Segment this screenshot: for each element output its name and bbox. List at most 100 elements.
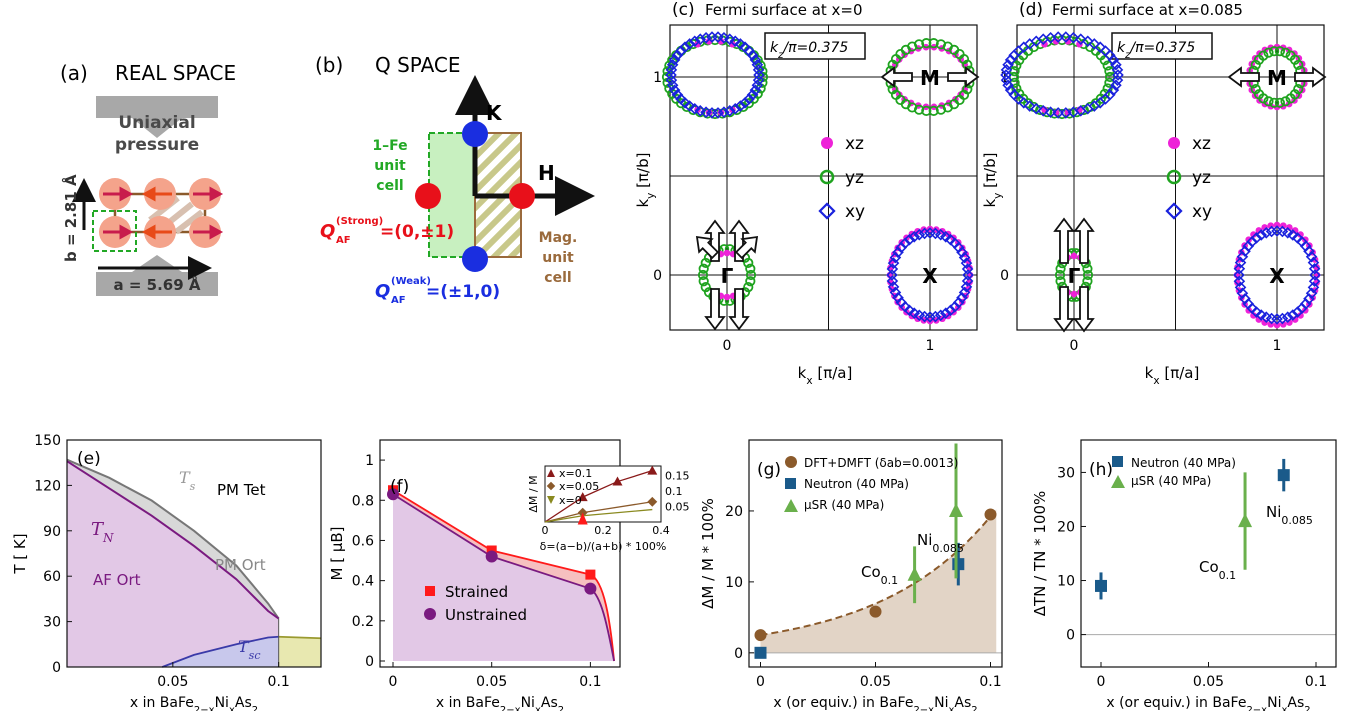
y-tick-label: 90 [43,524,61,540]
fs-point-xy [1246,235,1258,248]
fs-point-xy [1104,49,1116,62]
fs-point-yz [1274,46,1285,57]
panel-label: (c) [672,0,695,20]
fs-point-xy [1067,106,1080,119]
strain-arrow [728,288,750,331]
inset-x-tick-label: 0 [542,524,549,537]
fs-point-xy [723,33,736,45]
panel-f: 0 0.05 0.1 0 0.2 0.4 0.6 0.8 1 (f) x in BaFe2−xNix… [328,439,690,711]
fs-point-yz [755,60,766,71]
fs-point-yz [928,38,939,49]
fs-point-xy [958,286,971,299]
q-strong-label: Q AF (Strong) =(0,±1) [320,216,454,246]
y-axis-label: ΔTN / TN * 100% [1031,491,1049,617]
y-axis-label: ΔM / M * 100% [699,498,717,609]
dmft-curve [760,508,998,637]
fs-point-xy [895,241,908,254]
fs-point-xy [671,49,684,62]
legend-marker-unstrained [424,608,436,620]
fs-point-xy [694,105,707,117]
fs-point-yz [1008,71,1020,83]
point-x-label: X [1269,264,1285,288]
fs-point-xy [679,96,691,109]
y-tick-label: 0 [734,646,743,662]
fs-point-xy [671,88,684,101]
panel-b: (b) Q SPACE K H 1–Fe unit cell Mag. unit… [315,53,595,306]
dmft-point [754,629,767,642]
fs-point-yz [1269,97,1280,108]
fs-point-xy [956,291,968,304]
kz-box [1111,32,1213,60]
panel-a: (a) REAL SPACE Uniaxial pressure [60,61,236,296]
y-axis-label: M [ μB] [328,526,346,580]
legend-marker-dmft [785,456,797,468]
fs-point-yz [1293,59,1304,71]
kz-box [764,32,866,60]
tsc-line-od [278,635,322,640]
fs-point-xy [739,41,751,54]
legend-label: Strained [445,583,508,601]
pressure-arrow-bottom [96,255,218,296]
y-tick-label: 0.6 [352,533,374,549]
q-superscript: (Strong) [336,216,383,227]
fs-point-xy [751,79,764,92]
panel-title: Fermi surface at x=0.085 [1052,1,1243,19]
fs-point-xy [892,291,904,304]
panel-label: (d) [1019,0,1043,20]
fe-cell-text: cell [376,178,403,194]
fs-point-xy [1052,107,1064,119]
x-axis-label: x (or equiv.) in BaFe2−xNixAs2 [773,695,977,711]
fs-point-xy [944,304,957,317]
strain-arrow [728,219,750,262]
fs-point-yz [1263,47,1274,58]
y-tick-label: 0 [653,268,662,284]
q-weak-label: Q AF (Weak) =(±1,0) [375,276,500,306]
inset-point [577,492,588,502]
strain-arrow [1073,286,1095,333]
fs-point-xy [889,251,902,264]
strain-arrow [734,235,759,260]
legend-label: μSR (40 MPa) [804,498,884,512]
fs-point-xy [939,307,952,320]
a-axis-label: a = 5.69 Å [114,275,201,294]
fs-point-xy [899,237,911,250]
panel-e: 0.05 0.1 0 30 60 90 120 150 (e) x in BaFe2−xNixAs… [11,433,322,711]
fs-point-xz [1250,312,1257,319]
pressure-arrow-top [96,96,218,138]
fs-point-xy [908,307,921,320]
y-axis-label: ky [π/b] [634,153,657,208]
fs-point-xy [1308,262,1321,275]
fs-point-xy [712,107,724,119]
strain-arrow [704,288,726,331]
fs-point-xy [1110,79,1122,92]
q-strong-value: =(0,±1) [380,222,454,242]
x-tick-label: 0.05 [860,674,891,690]
fs-point-xy [743,45,755,57]
x-axis-label: x in BaFe2−xNixAs2 [130,695,258,711]
fs-point-xy [734,38,747,50]
fe-cell-label: 1–Fe unit cell [372,138,407,194]
fs-point-yz [1274,97,1285,108]
point-x-label: X [922,264,938,288]
legend-marker-neutron [785,478,796,489]
fs-point-yz [697,269,709,281]
fs-point-yz [1104,71,1116,83]
x-tick-label: 0.05 [157,674,188,690]
panel-label: (f) [390,477,409,497]
fs-point-xy [1239,292,1251,305]
inset-legend-marker [547,496,555,504]
fs-point-xy [683,100,696,112]
inset-line [544,470,653,523]
x-axis-label: x (or equiv.) in BaFe2−xNixAs2 [1106,695,1310,711]
fs-point-xy [903,304,916,317]
inset-y-label: ΔM / M [527,475,540,512]
legend-label: DFT+DMFT (δab=0.0013) [804,456,958,470]
fs-point-yz [1258,50,1269,61]
legend-label: xy [845,202,865,222]
legend-label: xz [1192,134,1211,154]
fs-point-xy [668,84,681,96]
fs-point-xy [675,93,687,105]
x-tick-label: 0 [1097,674,1106,690]
fs-point-xy [1008,88,1020,101]
